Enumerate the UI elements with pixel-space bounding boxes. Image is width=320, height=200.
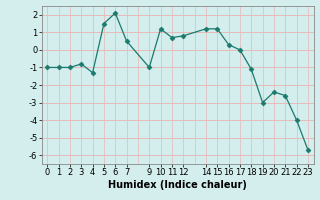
X-axis label: Humidex (Indice chaleur): Humidex (Indice chaleur) [108, 180, 247, 190]
